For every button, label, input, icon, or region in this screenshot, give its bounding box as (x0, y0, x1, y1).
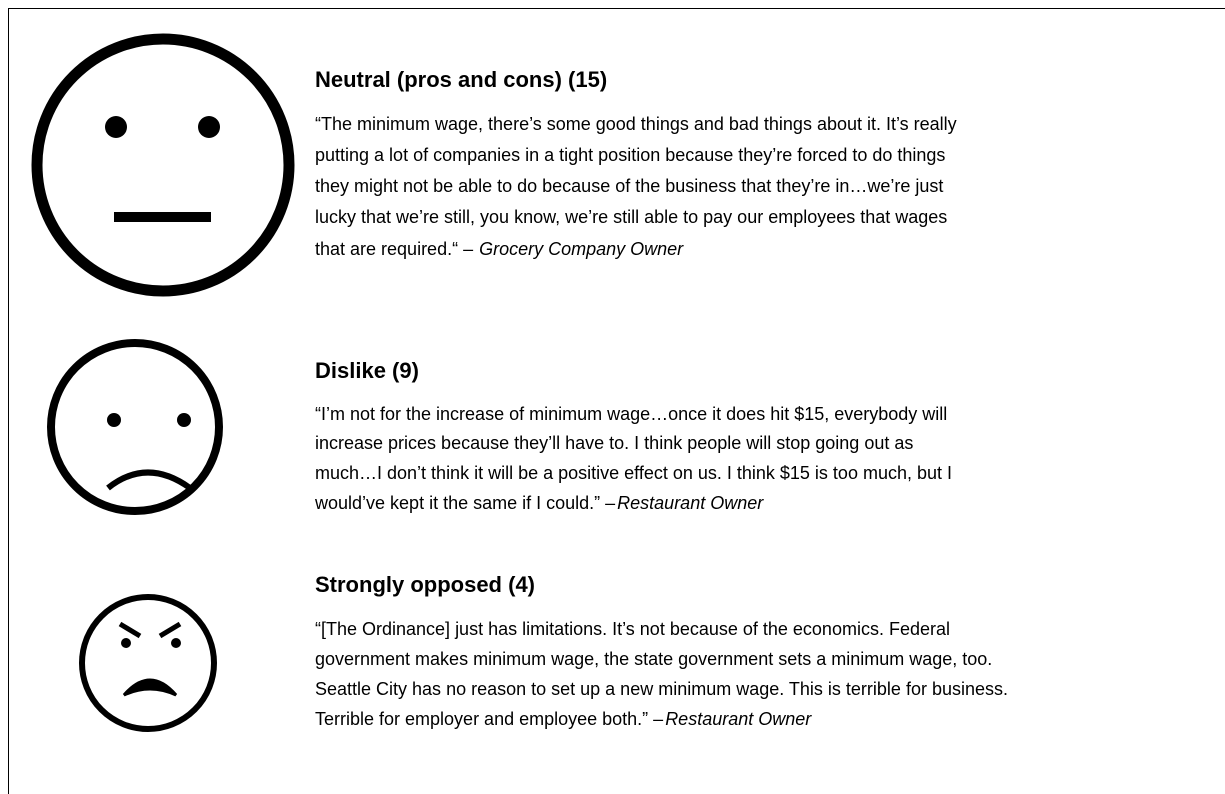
quote-text: much…I don’t think it will be a positive… (315, 463, 952, 483)
quote-text: would’ve kept it the same if I could.” – (314, 493, 615, 513)
dislike-face (47, 339, 223, 515)
attribution: Restaurant Owner (665, 709, 812, 729)
attribution: Grocery Company Owner (479, 239, 684, 259)
attribution: Restaurant Owner (617, 493, 764, 513)
quote-line: Terrible for employer and employee both.… (315, 709, 812, 729)
section-heading: Neutral (pros and cons) (15) (315, 67, 607, 92)
quote-text: Seattle City has no reason to set up a n… (315, 679, 1008, 699)
quote-text: government makes minimum wage, the state… (315, 649, 992, 669)
quote-line: lucky that we’re still, you know, we’re … (315, 207, 947, 227)
quote-text: “I’m not for the increase of minimum wag… (315, 404, 947, 424)
section-heading: Strongly opposed (4) (315, 572, 535, 597)
quote-text: “The minimum wage, there’s some good thi… (315, 114, 957, 134)
angry-face (79, 594, 217, 732)
quote-line: “The minimum wage, there’s some good thi… (315, 114, 957, 134)
quote-text: lucky that we’re still, you know, we’re … (315, 207, 947, 227)
quote-text: they might not be able to do because of … (315, 176, 943, 196)
quote-line: they might not be able to do because of … (315, 176, 943, 196)
quote-text: Terrible for employer and employee both.… (315, 709, 663, 729)
neutral-face (31, 33, 295, 297)
quote-line: much…I don’t think it will be a positive… (315, 463, 952, 483)
quote-text: “[The Ordinance] just has limitations. I… (315, 619, 950, 639)
quote-line: that are required.“ – Grocery Company Own… (315, 239, 684, 259)
quote-line: increase prices because they’ll have to.… (315, 433, 913, 453)
frame (8, 8, 1225, 794)
quote-line: government makes minimum wage, the state… (315, 649, 992, 669)
quote-text: increase prices because they’ll have to.… (315, 433, 913, 453)
section-heading: Dislike (9) (315, 358, 419, 383)
quote-text: putting a lot of companies in a tight po… (315, 145, 945, 165)
quote-line: “I’m not for the increase of minimum wag… (315, 404, 947, 424)
quote-line: “[The Ordinance] just has limitations. I… (315, 619, 950, 639)
quote-line: would’ve kept it the same if I could.” –… (314, 493, 764, 513)
quote-line: Seattle City has no reason to set up a n… (315, 679, 1008, 699)
quote-line: putting a lot of companies in a tight po… (315, 145, 945, 165)
quote-text: that are required.“ – (315, 239, 473, 259)
